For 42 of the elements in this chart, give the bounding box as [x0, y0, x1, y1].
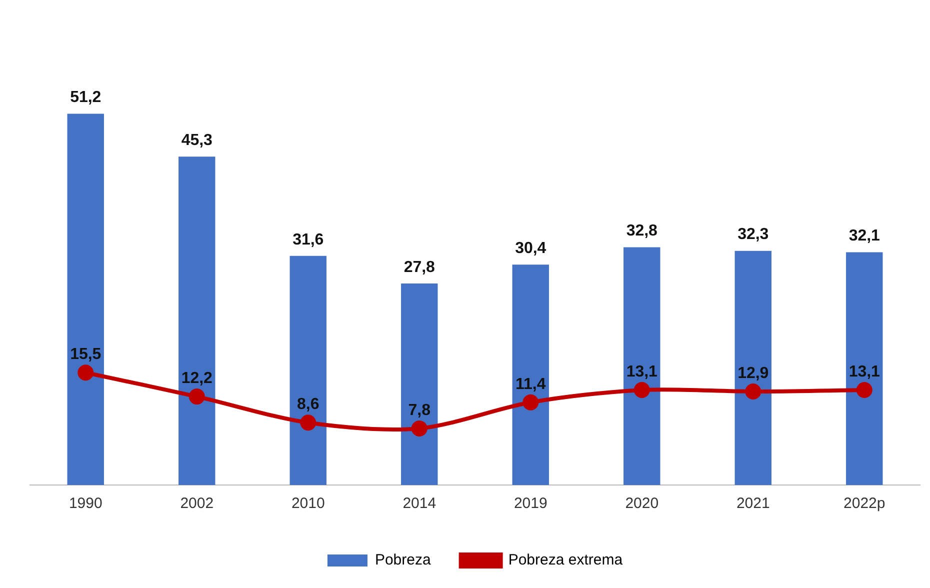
point: [300, 414, 316, 431]
data-label: 7,8: [408, 402, 431, 419]
point: [634, 382, 650, 398]
x-tick-label: 2014: [402, 495, 436, 512]
point: [411, 420, 428, 436]
legend-label: Pobreza: [374, 552, 432, 569]
point: [856, 382, 872, 398]
data-label: 12,2: [181, 370, 213, 387]
data-label: 27,8: [404, 258, 436, 276]
data-label: 32,8: [626, 222, 658, 240]
bar: [512, 264, 549, 485]
x-tick-label: 2021: [736, 495, 770, 512]
data-label: 32,3: [738, 226, 769, 244]
data-label: 11,4: [515, 376, 546, 393]
x-tick-label: 2002: [180, 495, 214, 512]
bar: [624, 247, 660, 485]
legend-label: Pobreza extrema: [508, 552, 624, 569]
x-tick-label: 2022p: [844, 495, 886, 512]
bar: [401, 283, 438, 485]
data-label: 13,1: [626, 363, 658, 380]
data-label: 51,2: [70, 89, 102, 106]
data-label: 32,1: [848, 228, 880, 245]
data-label: 13,1: [848, 363, 880, 380]
data-label: 12,9: [738, 364, 769, 382]
data-label: 8,6: [297, 396, 320, 414]
bar: [734, 250, 772, 485]
data-label: 31,6: [292, 231, 324, 248]
x-tick-label: 2020: [625, 495, 659, 512]
data-label: 30,4: [515, 240, 546, 258]
point: [78, 364, 94, 381]
data-label: 45,3: [181, 132, 213, 149]
x-tick-label: 1990: [68, 495, 102, 512]
bar: [178, 156, 216, 485]
point: [188, 388, 205, 405]
x-tick-label: 2010: [291, 495, 325, 512]
data-label: 15,5: [70, 346, 102, 364]
point: [745, 383, 762, 400]
x-tick-label: 2019: [514, 495, 548, 512]
bar: [290, 256, 326, 485]
bar: [67, 114, 104, 485]
bar: [846, 252, 883, 485]
point: [522, 394, 539, 410]
